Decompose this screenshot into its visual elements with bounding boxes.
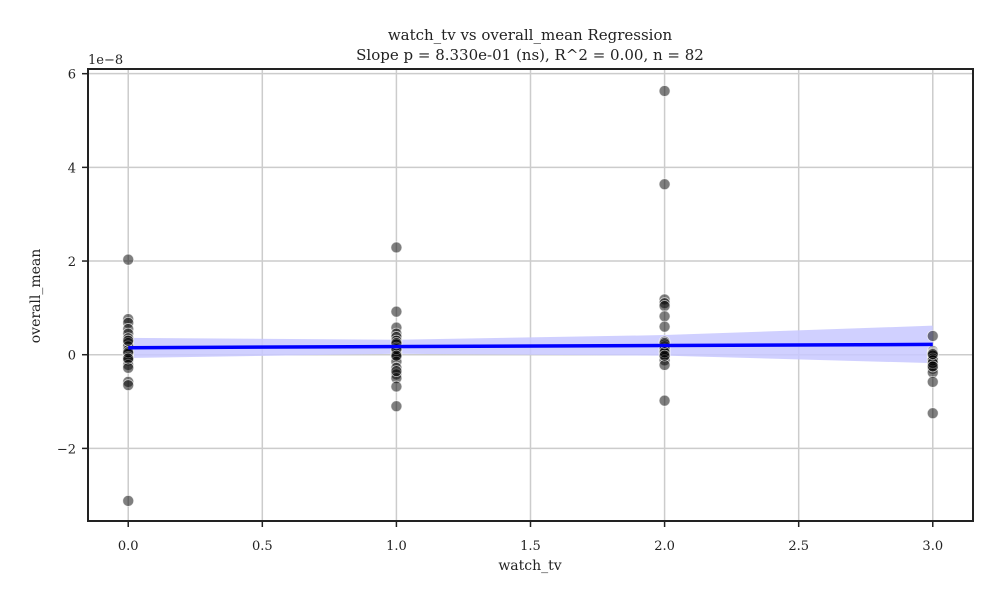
data-point: [658, 394, 671, 407]
regression-line: [128, 342, 933, 350]
data-point: [390, 365, 403, 378]
data-point: [390, 400, 403, 413]
data-point: [390, 241, 403, 254]
data-point: [122, 352, 135, 365]
data-point: [122, 379, 135, 392]
x-axis-label: watch_tv: [498, 558, 561, 574]
chart-subtitle: Slope p = 8.330e-01 (ns), R^2 = 0.00, n …: [356, 46, 704, 64]
data-point: [390, 380, 403, 393]
data-point: [926, 360, 939, 373]
data-point: [926, 348, 939, 361]
x-tick-label: 1.5: [520, 539, 541, 554]
data-point: [658, 85, 671, 97]
data-point: [390, 349, 403, 362]
data-point: [658, 300, 671, 312]
data-point: [658, 178, 671, 191]
data-point: [926, 375, 939, 388]
y-tick-label: 0: [68, 349, 76, 364]
data-point: [926, 330, 939, 342]
data-point: [658, 310, 671, 323]
regression-line-layer: [128, 342, 933, 350]
y-tick-label: −2: [57, 442, 76, 457]
data-point: [926, 407, 939, 420]
y-tick-label: 6: [68, 68, 76, 83]
x-tick-label: 0.0: [118, 539, 139, 554]
x-tick-label: 0.5: [252, 539, 273, 554]
x-tick-label: 2.5: [788, 539, 809, 554]
y-axis-label: overall_mean: [28, 249, 44, 344]
data-point: [390, 305, 403, 318]
data-point: [122, 334, 135, 347]
y-tick-label: 2: [68, 255, 76, 270]
x-tick-label: 2.0: [654, 539, 675, 554]
grid-layer: [88, 69, 973, 521]
x-tick-label: 3.0: [922, 539, 943, 554]
chart-title: watch_tv vs overall_mean Regression: [388, 26, 673, 44]
y-axis-offset-label: 1e−8: [88, 53, 123, 68]
data-point: [122, 253, 135, 266]
data-point: [122, 494, 135, 507]
x-tick-label: 1.0: [386, 539, 407, 554]
axes-layer: 0.0 0.5 1.0 1.5 2.0 2.5 3.0 −2 0 2 4 6: [57, 68, 974, 554]
data-point: [658, 349, 671, 362]
y-tick-label: 4: [68, 161, 76, 176]
data-point: [658, 320, 671, 333]
